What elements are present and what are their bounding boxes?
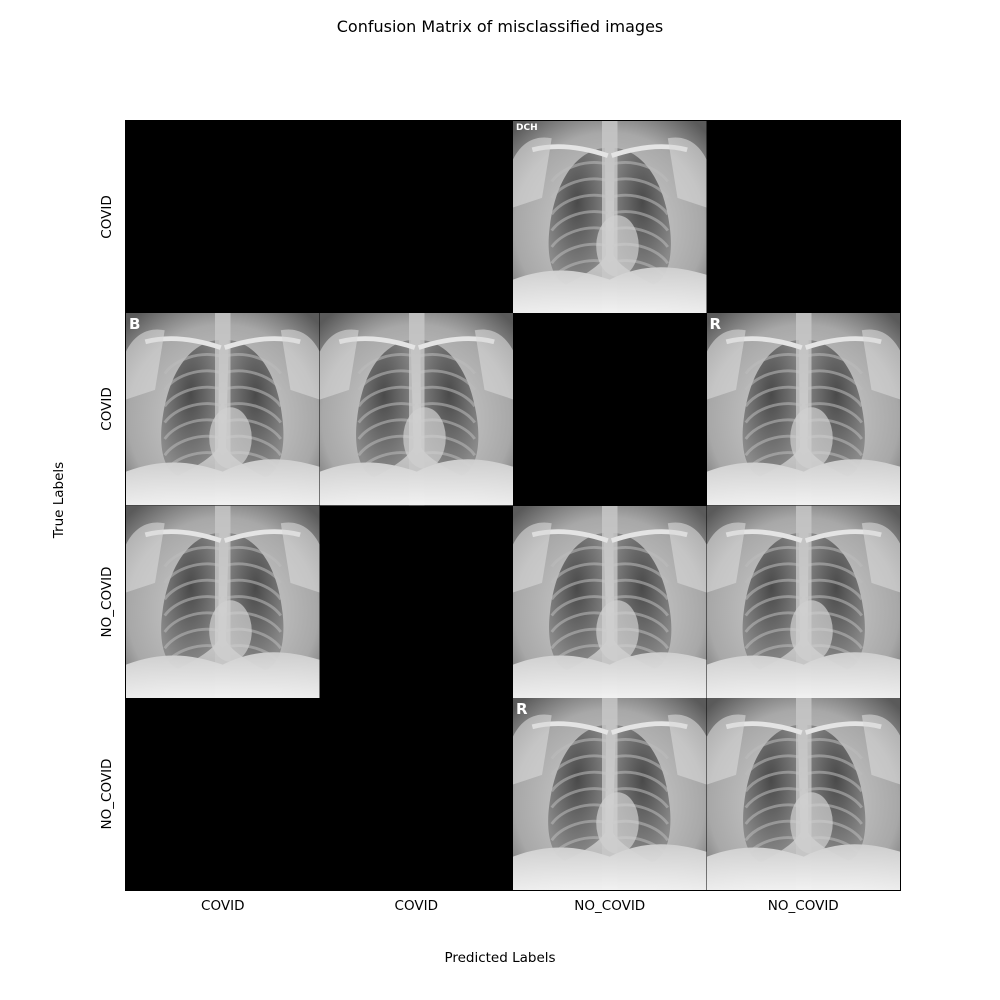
xray-image-cell — [319, 313, 514, 507]
xray-image-cell — [126, 505, 321, 699]
empty-cell — [513, 313, 708, 507]
image-grid: DCH B R R — [125, 120, 901, 891]
xray-image-cell: DCH — [513, 121, 708, 315]
empty-cell — [126, 121, 321, 315]
xray-image-cell — [706, 697, 900, 890]
y-tick-label: NO_COVID — [99, 566, 115, 638]
y-axis-label: True Labels — [51, 461, 67, 539]
image-marker-text: R — [516, 699, 528, 718]
xray-image-cell: R — [706, 313, 900, 507]
empty-cell — [319, 697, 514, 890]
x-axis-label: Predicted Labels — [444, 950, 556, 966]
xray-image-cell: R — [513, 697, 708, 890]
y-tick-label: COVID — [99, 387, 115, 432]
image-marker-text: B — [129, 315, 141, 334]
empty-cell — [319, 121, 514, 315]
xray-image-cell — [513, 505, 708, 699]
xray-image-cell — [706, 505, 900, 699]
y-tick-label: NO_COVID — [99, 758, 115, 830]
x-tick-label: NO_COVID — [767, 898, 839, 914]
x-tick-label: COVID — [201, 898, 245, 914]
y-tick-label: COVID — [99, 195, 115, 239]
empty-cell — [126, 697, 321, 890]
image-marker-text: R — [709, 315, 722, 334]
empty-cell — [319, 505, 514, 699]
x-tick-label: NO_COVID — [574, 898, 646, 914]
chart-title: Confusion Matrix of misclassified images — [336, 17, 664, 36]
x-tick-label: COVID — [394, 898, 438, 914]
empty-cell — [706, 121, 900, 315]
xray-image-cell: B — [126, 313, 321, 507]
image-marker-text: DCH — [516, 123, 538, 133]
